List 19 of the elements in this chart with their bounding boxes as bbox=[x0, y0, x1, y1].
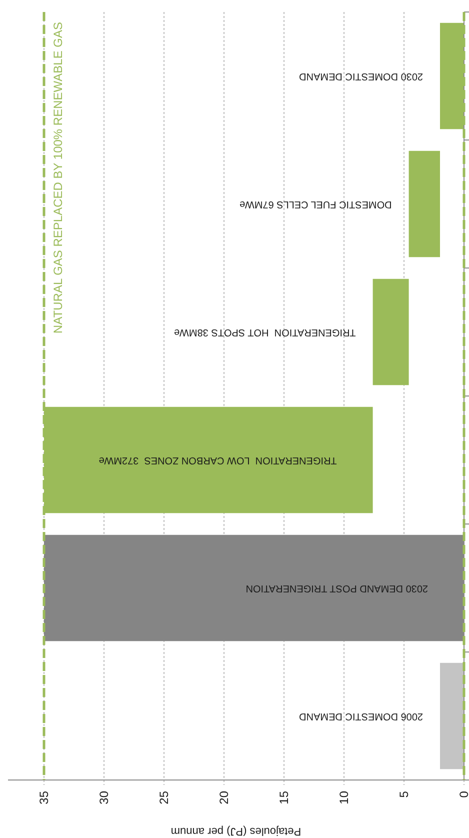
y-tick-label: 2006 DOMESTIC DEMAND bbox=[299, 710, 423, 722]
bar bbox=[372, 278, 409, 386]
y-tick-label: DOMESTIC FUEL CELLS 67MWe bbox=[239, 198, 392, 210]
bar bbox=[408, 150, 440, 258]
bar bbox=[440, 662, 464, 770]
x-axis-title: Petajoules (PJ) per annum bbox=[170, 825, 302, 837]
x-tick-label: 30 bbox=[97, 790, 112, 804]
ref-line-label: NATURAL GAS REPLACED BY 100% RENEWABLE GAS bbox=[51, 22, 65, 334]
x-tick-label: 0 bbox=[457, 790, 469, 798]
x-tick-label: 5 bbox=[397, 790, 412, 798]
x-tick-label: 10 bbox=[337, 790, 352, 804]
x-tick-label: 35 bbox=[37, 790, 52, 804]
y-tick-label: TRIGENERATION LOW CARBON ZONES 372MWe bbox=[98, 454, 337, 466]
y-tick-label: 2030 DEMAND POST TRIGENERATION bbox=[246, 582, 428, 594]
x-tick-label: 25 bbox=[157, 790, 172, 804]
x-tick-label: 15 bbox=[277, 790, 292, 804]
y-tick-label: TRIGENERATION HOT SPOTS 38MWe bbox=[174, 326, 356, 338]
x-tick-label: 20 bbox=[217, 790, 232, 804]
y-tick-label: 2030 DOMESTIC DEMAND bbox=[299, 70, 423, 82]
